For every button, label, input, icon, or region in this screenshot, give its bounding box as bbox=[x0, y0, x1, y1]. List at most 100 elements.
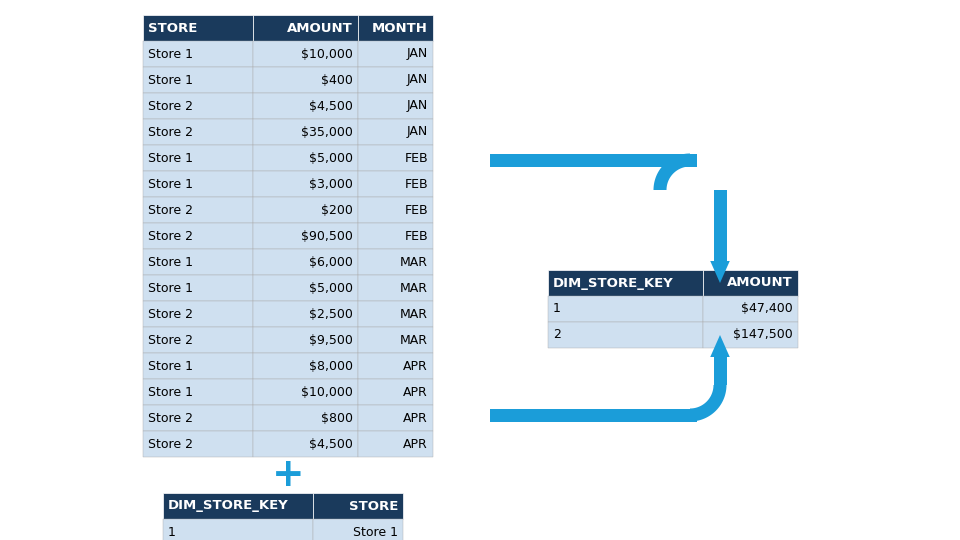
Text: Store 1: Store 1 bbox=[148, 255, 193, 268]
Bar bbox=[548, 322, 703, 348]
Bar bbox=[143, 197, 253, 223]
Text: Store 2: Store 2 bbox=[148, 99, 193, 112]
Text: $3,000: $3,000 bbox=[309, 178, 353, 191]
Bar bbox=[358, 379, 433, 405]
Bar bbox=[358, 301, 433, 327]
Text: FEB: FEB bbox=[404, 230, 428, 242]
Text: MAR: MAR bbox=[400, 281, 428, 294]
Text: JAN: JAN bbox=[407, 73, 428, 86]
Polygon shape bbox=[654, 153, 690, 190]
Text: STORE: STORE bbox=[348, 500, 398, 512]
Text: $47,400: $47,400 bbox=[741, 302, 793, 315]
Bar bbox=[143, 431, 253, 457]
Bar bbox=[143, 275, 253, 301]
Bar bbox=[703, 270, 798, 296]
Text: Store 2: Store 2 bbox=[148, 307, 193, 321]
Text: Store 1: Store 1 bbox=[148, 360, 193, 373]
Text: Store 1: Store 1 bbox=[148, 73, 193, 86]
Bar bbox=[253, 197, 358, 223]
Bar bbox=[313, 519, 403, 540]
Text: MAR: MAR bbox=[400, 307, 428, 321]
Text: $9,500: $9,500 bbox=[309, 334, 353, 347]
Bar bbox=[313, 493, 403, 519]
Bar bbox=[253, 327, 358, 353]
Bar bbox=[358, 431, 433, 457]
Bar bbox=[143, 41, 253, 67]
Text: $5,000: $5,000 bbox=[309, 152, 353, 165]
Text: $800: $800 bbox=[321, 411, 353, 424]
Text: Store 2: Store 2 bbox=[148, 230, 193, 242]
Text: $6,000: $6,000 bbox=[309, 255, 353, 268]
Bar bbox=[358, 119, 433, 145]
Bar bbox=[703, 296, 798, 322]
Bar bbox=[713, 357, 727, 385]
Bar bbox=[253, 223, 358, 249]
Bar bbox=[253, 353, 358, 379]
Text: Store 2: Store 2 bbox=[148, 437, 193, 450]
Bar bbox=[143, 15, 253, 41]
Text: 1: 1 bbox=[553, 302, 561, 315]
Bar bbox=[358, 171, 433, 197]
Text: $5,000: $5,000 bbox=[309, 281, 353, 294]
Bar bbox=[358, 223, 433, 249]
Bar bbox=[143, 353, 253, 379]
Text: FEB: FEB bbox=[404, 178, 428, 191]
Bar bbox=[358, 405, 433, 431]
Bar bbox=[490, 408, 697, 422]
Bar bbox=[163, 519, 313, 540]
Bar bbox=[253, 93, 358, 119]
Text: DIM_STORE_KEY: DIM_STORE_KEY bbox=[553, 276, 674, 289]
Text: $90,500: $90,500 bbox=[301, 230, 353, 242]
Text: FEB: FEB bbox=[404, 152, 428, 165]
Bar bbox=[253, 145, 358, 171]
Text: Store 1: Store 1 bbox=[148, 178, 193, 191]
Text: Store 1: Store 1 bbox=[148, 281, 193, 294]
Bar bbox=[358, 249, 433, 275]
Text: JAN: JAN bbox=[407, 125, 428, 138]
Polygon shape bbox=[710, 261, 730, 283]
Text: APR: APR bbox=[403, 437, 428, 450]
Text: 1: 1 bbox=[168, 525, 176, 538]
Bar bbox=[358, 275, 433, 301]
Text: Store 2: Store 2 bbox=[148, 204, 193, 217]
Text: $400: $400 bbox=[322, 73, 353, 86]
Bar bbox=[253, 41, 358, 67]
Polygon shape bbox=[690, 385, 727, 422]
Bar bbox=[143, 379, 253, 405]
Text: 2: 2 bbox=[553, 328, 561, 341]
Text: DIM_STORE_KEY: DIM_STORE_KEY bbox=[168, 500, 289, 512]
Bar bbox=[163, 493, 313, 519]
Bar bbox=[253, 431, 358, 457]
Text: FEB: FEB bbox=[404, 204, 428, 217]
Text: Store 1: Store 1 bbox=[148, 386, 193, 399]
Text: AMOUNT: AMOUNT bbox=[728, 276, 793, 289]
Text: APR: APR bbox=[403, 411, 428, 424]
Text: $4,500: $4,500 bbox=[309, 437, 353, 450]
Bar bbox=[358, 93, 433, 119]
Bar bbox=[253, 379, 358, 405]
Text: +: + bbox=[272, 456, 304, 494]
Bar bbox=[253, 119, 358, 145]
Text: $4,500: $4,500 bbox=[309, 99, 353, 112]
Text: $35,000: $35,000 bbox=[301, 125, 353, 138]
Text: Store 2: Store 2 bbox=[148, 411, 193, 424]
Polygon shape bbox=[710, 335, 730, 357]
Bar bbox=[490, 153, 697, 166]
Text: $8,000: $8,000 bbox=[309, 360, 353, 373]
Text: AMOUNT: AMOUNT bbox=[287, 22, 353, 35]
Text: MONTH: MONTH bbox=[372, 22, 428, 35]
Bar bbox=[253, 301, 358, 327]
Text: $10,000: $10,000 bbox=[301, 48, 353, 60]
Bar bbox=[253, 15, 358, 41]
Bar bbox=[358, 41, 433, 67]
Text: Store 1: Store 1 bbox=[148, 152, 193, 165]
Bar bbox=[143, 405, 253, 431]
Bar bbox=[703, 322, 798, 348]
Bar bbox=[548, 270, 703, 296]
Text: STORE: STORE bbox=[148, 22, 198, 35]
Text: APR: APR bbox=[403, 360, 428, 373]
Text: $10,000: $10,000 bbox=[301, 386, 353, 399]
Bar bbox=[358, 67, 433, 93]
Bar bbox=[253, 249, 358, 275]
Bar bbox=[358, 327, 433, 353]
